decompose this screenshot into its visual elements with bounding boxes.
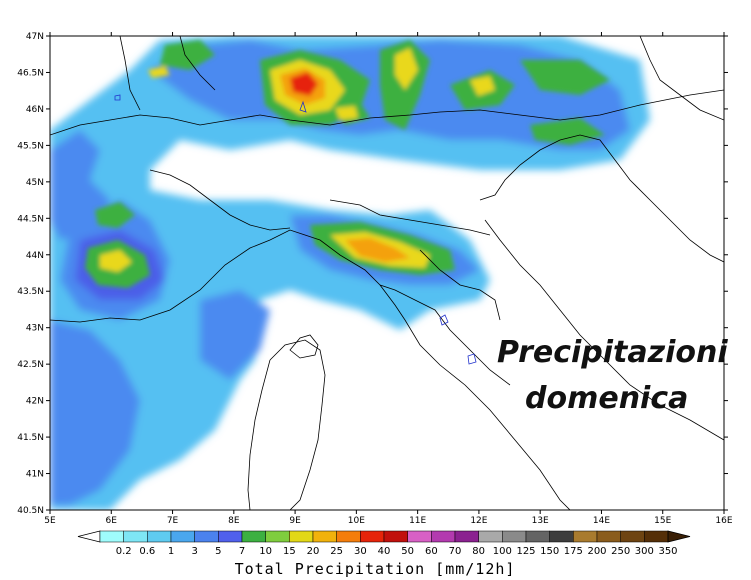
colorbar-label: 350 (658, 546, 677, 557)
colorbar-label: 100 (493, 546, 512, 557)
lakes (114, 94, 477, 365)
lat-label: 43.5N (17, 287, 44, 297)
lat-label: 41N (26, 470, 44, 480)
lon-label: 10E (348, 516, 365, 526)
colorbar-label: 15 (283, 546, 296, 557)
lat-label: 45N (26, 178, 44, 188)
lon-label: 11E (409, 516, 426, 526)
colorbar-swatch (478, 530, 503, 543)
colorbar-label: 60 (425, 546, 438, 557)
lon-label: 6E (106, 516, 118, 526)
colorbar-swatch (431, 530, 456, 543)
colorbar-label: 300 (635, 546, 654, 557)
colorbar-swatch (336, 530, 361, 543)
lat-label: 46N (26, 105, 44, 115)
colorbar-swatch (644, 530, 669, 543)
lon-label: 9E (289, 516, 301, 526)
lat-label: 42N (26, 397, 44, 407)
colorbar-swatch (123, 530, 148, 543)
lon-label: 7E (167, 516, 179, 526)
lat-label: 42.5N (17, 360, 44, 370)
colorbar-label: 0.6 (139, 546, 155, 557)
lon-label: 15E (654, 516, 671, 526)
lon-label: 12E (470, 516, 487, 526)
lat-label: 44.5N (17, 214, 44, 224)
colorbar-swatch (573, 530, 598, 543)
colorbar-label: 250 (611, 546, 630, 557)
colorbar-label: 125 (516, 546, 535, 557)
overlay-title-line1: Precipitazioni (497, 335, 728, 370)
colorbar-swatch (360, 530, 385, 543)
colorbar-label: 150 (540, 546, 559, 557)
colorbar-label: 10 (259, 546, 272, 557)
colorbar-label: 50 (401, 546, 414, 557)
lat-label: 43N (26, 324, 44, 334)
colorbar-label: 30 (354, 546, 367, 557)
lon-label: 8E (228, 516, 240, 526)
colorbar-swatch (620, 530, 645, 543)
colorbar-label: 200 (587, 546, 606, 557)
lon-label: 14E (593, 516, 610, 526)
colorbar-swatch (549, 530, 574, 543)
colorbar-swatch (170, 530, 195, 543)
lat-label: 41.5N (17, 433, 44, 443)
colorbar-swatch (454, 530, 479, 543)
latitude-axis: 47N 46.5N 46N 45.5N 45N 44.5N 44N 43.5N 43N 42.5N… (17, 32, 728, 516)
colorbar-swatch (383, 530, 408, 543)
colorbar-label: 70 (449, 546, 462, 557)
colorbar-low-arrow (77, 530, 101, 543)
colorbar-label: 7 (239, 546, 245, 557)
colorbar-label: 40 (378, 546, 391, 557)
colorbar-swatch (218, 530, 243, 543)
precipitation-field (50, 36, 650, 510)
colorbar-label: 5 (215, 546, 221, 557)
colorbar-label: 25 (330, 546, 343, 557)
colorbar-label: 20 (307, 546, 320, 557)
lat-label: 46.5N (17, 68, 44, 78)
colorbar-swatch (312, 530, 337, 543)
lat-label: 40.5N (17, 506, 44, 516)
lat-label: 44N (26, 251, 44, 261)
colorbar: 0.2 0.6 1 3 5 7 10 15 20 25 30 40 50 60 70 80 100 125 150 1… (77, 530, 691, 557)
colorbar-swatch (194, 530, 219, 543)
colorbar-swatch (525, 530, 550, 543)
colorbar-high-arrow (667, 530, 691, 543)
colorbar-swatch (502, 530, 527, 543)
colorbar-swatch (241, 530, 266, 543)
colorbar-label: 0.2 (116, 546, 132, 557)
colorbar-label: 3 (191, 546, 197, 557)
colorbar-swatch (147, 530, 172, 543)
longitude-axis: 5E 6E 7E 8E 9E 10E 11E 12E 13E 14E 15E 16E (44, 32, 733, 526)
colorbar-swatch (289, 530, 314, 543)
lon-label: 16E (715, 516, 732, 526)
colorbar-label: 80 (472, 546, 485, 557)
colorbar-swatch (265, 530, 290, 543)
lon-label: 13E (532, 516, 549, 526)
lon-label: 5E (44, 516, 56, 526)
map-frame (49, 35, 725, 511)
overlay-title-line2: domenica (525, 381, 688, 416)
colorbar-swatch (596, 530, 621, 543)
lat-label: 45.5N (17, 141, 44, 151)
colorbar-label: 175 (564, 546, 583, 557)
colorbar-title: Total Precipitation [mm/12h] (235, 560, 516, 578)
coastlines (50, 36, 724, 510)
colorbar-label: 1 (168, 546, 174, 557)
colorbar-swatch (407, 530, 432, 543)
lat-label: 47N (26, 32, 44, 42)
colorbar-swatch (99, 530, 124, 543)
